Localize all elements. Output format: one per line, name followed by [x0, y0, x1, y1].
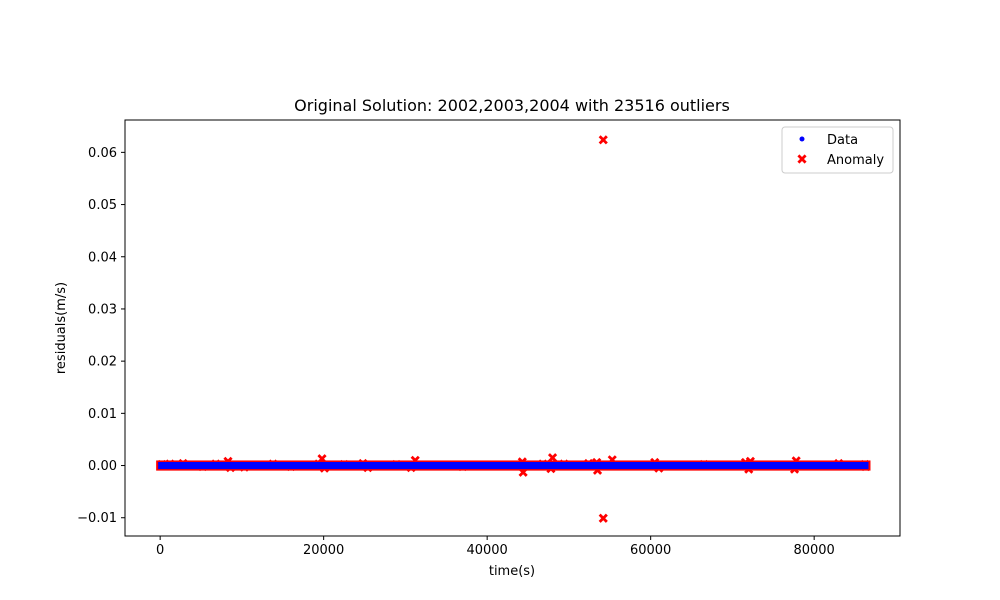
- y-axis: −0.01 0.00 0.01 0.02 0.03 0.04 0.05 0.06: [77, 146, 125, 526]
- data-band: [158, 461, 869, 470]
- y-tick-label: 0.04: [88, 250, 117, 265]
- anomaly-point: [598, 513, 608, 523]
- x-tick-label: 40000: [466, 543, 507, 558]
- legend-label-data: Data: [827, 133, 858, 148]
- y-tick-label: 0.01: [88, 407, 117, 422]
- y-tick-label: 0.03: [88, 302, 117, 317]
- plot-area: [156, 135, 871, 523]
- x-tick-label: 20000: [303, 543, 344, 558]
- chart-title: Original Solution: 2002,2003,2004 with 2…: [294, 96, 730, 115]
- x-axis-label: time(s): [489, 564, 535, 579]
- y-tick-label: 0.00: [88, 459, 117, 474]
- legend-anomaly-marker: [797, 154, 807, 164]
- anomaly-point: [317, 454, 327, 464]
- legend-label-anomaly: Anomaly: [827, 153, 884, 168]
- x-tick-label: 60000: [630, 543, 671, 558]
- legend-box: [781, 126, 894, 174]
- legend-data-marker: [799, 136, 805, 142]
- x-axis: 0 20000 40000 60000 80000: [156, 536, 835, 558]
- anomaly-point: [518, 467, 528, 477]
- legend-anomaly-x: [797, 154, 807, 164]
- y-tick-label: 0.05: [88, 198, 117, 213]
- x-tick-label: 80000: [793, 543, 834, 558]
- y-axis-label: residuals(m/s): [54, 282, 69, 374]
- anomaly-point: [547, 453, 558, 463]
- x-tick-label: 0: [156, 543, 164, 558]
- y-tick-label: −0.01: [77, 511, 117, 526]
- anomaly-point: [598, 135, 608, 145]
- axes-frame: [124, 119, 901, 537]
- y-tick-label: 0.02: [88, 355, 117, 370]
- legend: Data Anomaly: [781, 126, 894, 174]
- y-tick-label: 0.06: [88, 146, 117, 161]
